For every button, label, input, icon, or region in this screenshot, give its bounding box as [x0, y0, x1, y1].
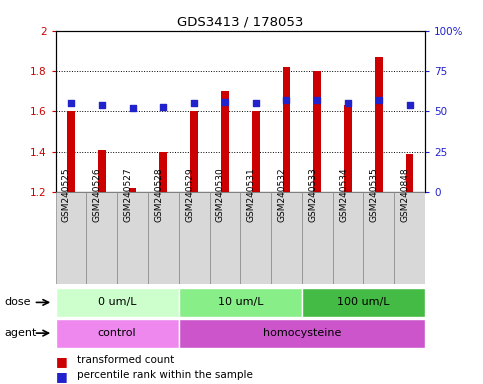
Bar [159, 152, 167, 192]
Text: GSM240848: GSM240848 [400, 167, 410, 222]
Text: GSM240531: GSM240531 [247, 167, 256, 222]
Bar [302, 288, 425, 317]
Text: 100 um/L: 100 um/L [337, 297, 390, 308]
Point [375, 97, 383, 103]
Bar [406, 154, 413, 192]
Bar [210, 192, 240, 284]
Text: GSM240525: GSM240525 [62, 167, 71, 222]
Point [67, 100, 75, 106]
Text: percentile rank within the sample: percentile rank within the sample [77, 370, 253, 380]
Bar [86, 192, 117, 284]
Bar [117, 192, 148, 284]
Point [221, 99, 229, 105]
Text: GSM240532: GSM240532 [277, 167, 286, 222]
Text: transformed count: transformed count [77, 355, 174, 365]
Text: GSM240527: GSM240527 [124, 167, 132, 222]
Point [98, 102, 106, 108]
Text: agent: agent [5, 328, 37, 338]
Text: GSM240534: GSM240534 [339, 167, 348, 222]
Text: GSM240530: GSM240530 [216, 167, 225, 222]
Text: GSM240533: GSM240533 [308, 167, 317, 222]
Text: ■: ■ [56, 370, 71, 383]
Bar [56, 288, 179, 317]
Bar [252, 111, 259, 192]
Bar [67, 111, 75, 192]
Text: ■: ■ [56, 355, 71, 368]
Bar [179, 319, 425, 348]
Bar [344, 105, 352, 192]
Bar [375, 57, 383, 192]
Bar [394, 192, 425, 284]
Text: GSM240529: GSM240529 [185, 167, 194, 222]
Text: GDS3413 / 178053: GDS3413 / 178053 [177, 15, 303, 28]
Bar [179, 288, 302, 317]
Point [313, 97, 321, 103]
Bar [271, 192, 302, 284]
Point [128, 105, 136, 111]
Text: GSM240528: GSM240528 [154, 167, 163, 222]
Bar [364, 192, 394, 284]
Text: GSM240535: GSM240535 [370, 167, 379, 222]
Bar [56, 319, 179, 348]
Point [344, 100, 352, 106]
Point [159, 103, 167, 109]
Bar [190, 111, 198, 192]
Text: 10 um/L: 10 um/L [217, 297, 263, 308]
Text: GSM240526: GSM240526 [93, 167, 102, 222]
Bar [98, 150, 106, 192]
Bar [179, 192, 210, 284]
Text: homocysteine: homocysteine [263, 328, 341, 338]
Point [283, 97, 290, 103]
Bar [313, 71, 321, 192]
Bar [283, 67, 290, 192]
Bar [302, 192, 333, 284]
Point [190, 100, 198, 106]
Text: dose: dose [5, 297, 31, 308]
Point [252, 100, 259, 106]
Bar [333, 192, 364, 284]
Bar [221, 91, 229, 192]
Bar [148, 192, 179, 284]
Bar [240, 192, 271, 284]
Point [406, 102, 413, 108]
Text: control: control [98, 328, 136, 338]
Bar [56, 192, 86, 284]
Text: 0 um/L: 0 um/L [98, 297, 136, 308]
Bar [128, 188, 136, 192]
